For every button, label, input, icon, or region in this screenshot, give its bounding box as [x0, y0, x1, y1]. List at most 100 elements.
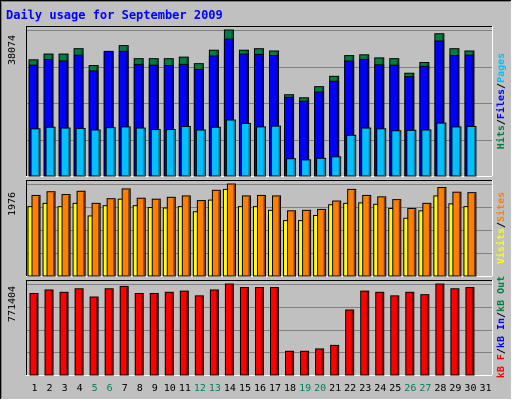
bar-files-day-17-shade — [276, 56, 279, 176]
day-axis-labels: 1 2 3 4 5 6 7 8 9 10 11 12 13 14 15 16 17 18 19 20 21 22 23 24 2… — [32, 383, 492, 394]
bar-sites-day-1-fill — [31, 194, 41, 277]
bar-kbf-day-7 — [119, 285, 129, 376]
bar-files-day-1-shade — [36, 66, 38, 176]
bar-sites-day-22-shade — [353, 190, 356, 276]
bar-kbf-day-20-fill — [315, 348, 325, 376]
bar-pages-day-5-shade — [98, 130, 100, 176]
bar-kbf-day-30 — [465, 287, 475, 376]
bar-pages-day-7-shade — [128, 127, 130, 176]
bar-sites-day-29-shade — [458, 193, 461, 276]
day-label-11: 11 — [179, 383, 191, 394]
bar-sites-day-14-shade — [233, 185, 235, 276]
bar-sites-day-27-shade — [428, 204, 431, 276]
bar-sites-day-13 — [211, 189, 221, 277]
bar-kbf-day-15-shade — [246, 288, 248, 375]
bar-pages-day-8 — [135, 127, 146, 177]
bar-sites-day-25-fill — [392, 199, 402, 277]
bar-sites-day-23-fill — [362, 194, 372, 277]
bar-sites-day-10 — [166, 196, 176, 277]
bar-kbf-day-4-shade — [81, 289, 83, 375]
bar-kbf-day-5-shade — [96, 298, 98, 375]
bar-kbf-day-16-fill — [254, 287, 264, 376]
bar-kbf-day-21-shade — [336, 346, 339, 375]
bar-kbf-day-15-fill — [239, 287, 249, 376]
bar-kbf-day-16 — [254, 287, 264, 376]
bar-sites-day-1 — [31, 194, 41, 277]
bar-sites-day-13-fill — [211, 189, 221, 277]
bar-pages-day-29-shade — [458, 127, 461, 176]
bar-pages-day-8-shade — [143, 129, 145, 176]
bar-kbf-day-26-shade — [411, 293, 414, 375]
bar-pages-day-10 — [165, 129, 176, 177]
bar-kbf-day-9-shade — [156, 294, 158, 375]
day-label-28: 28 — [434, 383, 446, 394]
day-label-23: 23 — [359, 383, 371, 394]
bar-files-day-12-shade — [201, 70, 203, 176]
bar-files-day-3-shade — [66, 61, 68, 177]
day-label-17: 17 — [269, 383, 281, 394]
bar-kbf-day-23-fill — [360, 290, 370, 376]
bar-sites-day-19-fill — [302, 209, 312, 277]
visits-sites-panel: 1976 Visits/Sites — [7, 180, 507, 277]
bar-pages-day-14 — [225, 119, 236, 177]
bar-sites-day-25-shade — [398, 200, 401, 276]
day-label-8: 8 — [137, 383, 143, 394]
bar-sites-day-9-shade — [158, 200, 160, 276]
bar-kbf-day-3-fill — [59, 291, 69, 376]
bar-pages-day-25 — [391, 130, 402, 177]
bar-pages-day-11-fill — [180, 126, 191, 177]
bar-kbf-day-7-shade — [126, 287, 128, 375]
bar-sites-day-17-fill — [272, 195, 282, 277]
bar-sites-day-7 — [121, 188, 131, 277]
legend-entry-pages: Pages — [496, 53, 507, 83]
bar-kbf-day-11-fill — [179, 290, 189, 376]
bar-sites-day-26-fill — [407, 207, 417, 277]
bar-pages-day-29-fill — [451, 126, 462, 177]
bar-kbf-day-14-shade — [231, 285, 233, 375]
bar-pages-day-15-shade — [248, 124, 250, 176]
bar-kbf-day-27-fill — [420, 294, 430, 376]
bar-pages-day-20 — [316, 157, 327, 177]
bar-files-day-24-shade — [381, 65, 384, 176]
bar-kbf-day-17-fill — [270, 287, 280, 376]
bar-files-day-25-shade — [396, 66, 399, 176]
bar-sites-day-4 — [76, 190, 86, 277]
bar-pages-day-30-fill — [466, 126, 477, 177]
bar-sites-day-18 — [287, 210, 297, 277]
bar-kbf-day-23-shade — [366, 292, 369, 375]
bar-sites-day-5-fill — [91, 202, 101, 277]
bar-pages-day-27-shade — [428, 130, 431, 176]
bar-sites-day-7-shade — [128, 189, 130, 276]
bar-pages-day-22-shade — [353, 136, 356, 176]
bar-sites-day-24-fill — [377, 196, 387, 277]
bar-files-day-21-shade — [336, 82, 339, 176]
bar-sites-day-23-shade — [368, 196, 371, 276]
bar-kbf-day-19-shade — [306, 352, 309, 375]
bar-files-day-2-shade — [51, 60, 53, 176]
bar-kbf-day-18-shade — [291, 352, 294, 375]
day-label-26: 26 — [404, 383, 416, 394]
bar-kbf-day-13 — [209, 289, 219, 376]
bar-sites-day-15 — [241, 195, 251, 277]
legend-entry-kb-f: kB F — [496, 354, 507, 378]
bar-kbf-day-6-fill — [104, 288, 114, 376]
bar-pages-day-17-fill — [271, 125, 282, 177]
bar-files-day-30-shade — [471, 56, 474, 176]
bar-sites-day-14-fill — [226, 183, 236, 277]
bar-pages-day-26 — [406, 129, 417, 177]
bar-pages-day-27 — [421, 129, 432, 177]
bar-sites-day-30 — [467, 192, 477, 277]
bar-pages-day-21-shade — [338, 157, 341, 176]
bar-pages-day-17 — [271, 125, 282, 177]
bar-sites-day-29-fill — [452, 191, 462, 277]
bar-sites-day-6-shade — [113, 199, 115, 276]
day-label-29: 29 — [449, 383, 461, 394]
bar-pages-day-13 — [210, 126, 221, 177]
bar-pages-day-2 — [45, 126, 56, 177]
bar-pages-day-23-shade — [368, 129, 371, 176]
bar-kbf-day-29 — [450, 288, 460, 376]
bar-kbf-day-25-fill — [390, 295, 400, 376]
bar-kbf-day-26 — [405, 291, 415, 376]
legend: Hits/Files/Pages — [495, 53, 507, 149]
